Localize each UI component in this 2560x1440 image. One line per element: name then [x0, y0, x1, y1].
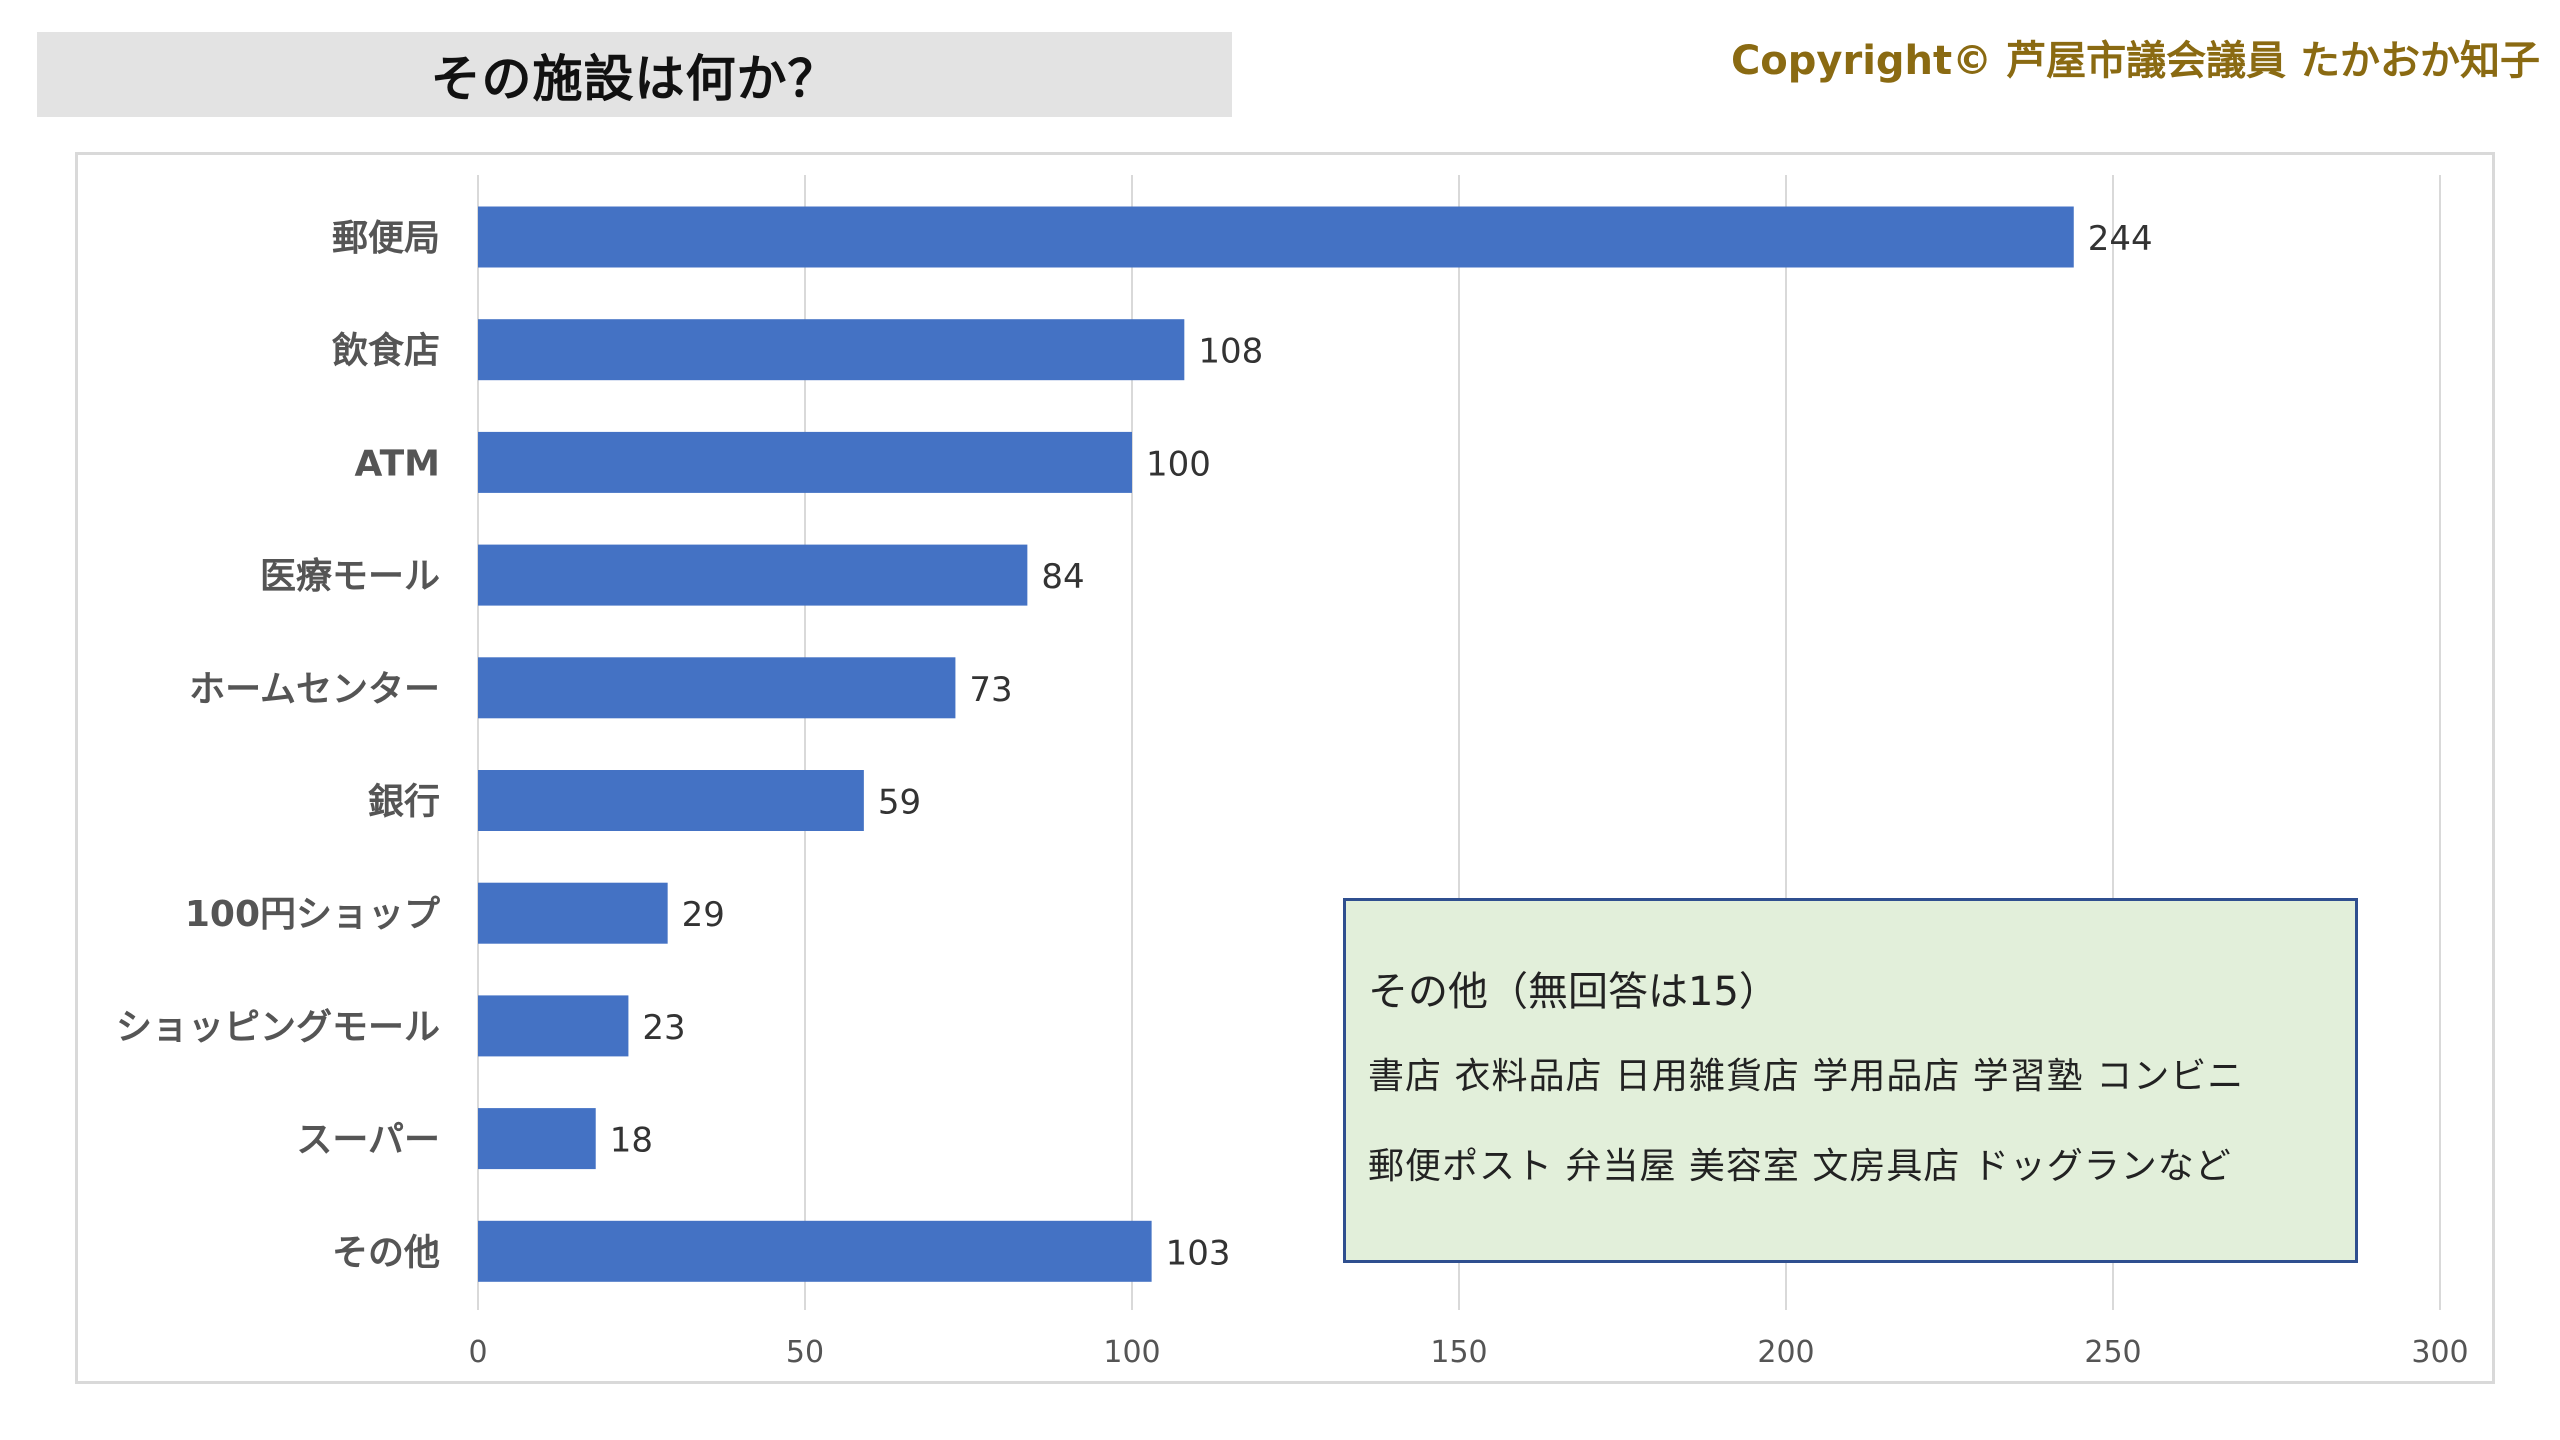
category-label: 飲食店 — [332, 331, 440, 372]
note-line-1: 書店 衣料品店 日用雑貨店 学用品店 学習塾 コンビニ — [1368, 1056, 2245, 1097]
data-label: 100 — [1146, 444, 1211, 484]
x-tick-label: 50 — [786, 1335, 824, 1370]
data-label: 244 — [2088, 219, 2153, 259]
x-tick-label: 150 — [1430, 1335, 1487, 1370]
bar — [478, 544, 1028, 606]
data-label: 59 — [878, 783, 921, 823]
data-label: 29 — [682, 895, 725, 935]
x-tick-label: 100 — [1103, 1335, 1160, 1370]
copyright-text: Copyright© 芦屋市議会議員 たかおか知子 — [1730, 38, 2540, 84]
category-label: 100円ショップ — [185, 894, 440, 935]
x-tick-label: 250 — [2084, 1335, 2141, 1370]
note-line-2: 郵便ポスト 弁当屋 美容室 文房具店 ドッグランなど — [1368, 1146, 2232, 1187]
bar — [478, 1220, 1152, 1282]
bar — [478, 770, 864, 831]
category-label: 郵便局 — [332, 218, 440, 259]
category-label: 銀行 — [368, 782, 440, 823]
category-label: スーパー — [296, 1120, 440, 1161]
data-label: 73 — [969, 670, 1012, 710]
x-tick-label: 300 — [2411, 1335, 2468, 1370]
data-label: 103 — [1166, 1233, 1231, 1273]
bar — [478, 319, 1185, 381]
category-label: ホームセンター — [189, 669, 440, 710]
bar — [478, 995, 629, 1057]
data-label: 23 — [642, 1008, 685, 1048]
chart-title: その施設は何か？ — [430, 49, 839, 108]
bar — [478, 1108, 596, 1170]
title-box: その施設は何か？ — [37, 32, 1232, 117]
category-label: ショッピングモール — [116, 1007, 440, 1048]
data-label: 18 — [610, 1121, 653, 1161]
x-tick-label: 0 — [468, 1335, 487, 1370]
data-label: 108 — [1198, 332, 1263, 372]
bar — [478, 431, 1132, 493]
category-label: 医療モール — [260, 556, 440, 597]
category-label: ATM — [355, 443, 440, 484]
bar — [478, 206, 2074, 268]
x-tick-label: 200 — [1757, 1335, 1814, 1370]
bar — [478, 657, 956, 719]
note-title: その他（無回答は15） — [1368, 969, 1779, 1015]
data-label: 84 — [1041, 557, 1084, 597]
category-label: その他 — [332, 1232, 440, 1273]
other-note-box: その他（無回答は15） 書店 衣料品店 日用雑貨店 学用品店 学習塾 コンビニ … — [1343, 898, 2358, 1263]
bar — [478, 882, 668, 944]
chart-frame — [75, 152, 2495, 1384]
